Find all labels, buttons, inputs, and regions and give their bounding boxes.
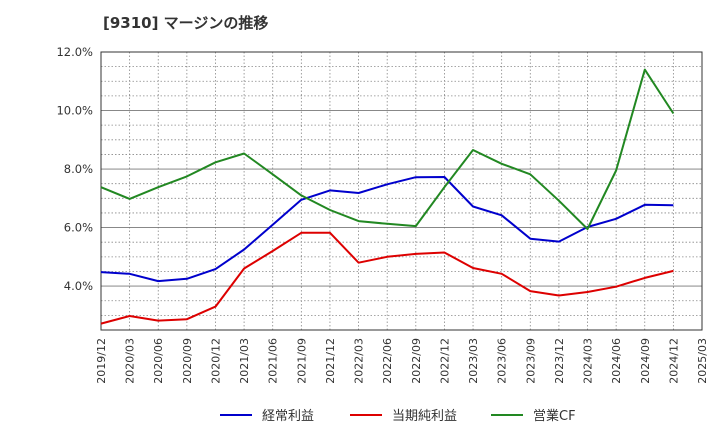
x-tick-label: 2020/06: [152, 338, 165, 384]
series-line-3: [100, 68, 675, 230]
x-tick-label: 2024/09: [639, 338, 652, 384]
x-tick-label: 2020/12: [209, 338, 222, 384]
x-tick-label: 2021/09: [295, 338, 308, 384]
y-tick-label: 10.0%: [56, 104, 93, 118]
x-tick-label: 2023/06: [496, 338, 509, 384]
y-tick-label: 4.0%: [64, 279, 93, 293]
x-tick-label: 2025/03: [696, 338, 709, 384]
x-tick-label: 2023/03: [467, 338, 480, 384]
x-tick-label: 2019/12: [95, 338, 108, 384]
x-tick-label: 2022/03: [353, 338, 366, 384]
legend-label-1: 経常利益: [262, 409, 314, 424]
y-tick-label: 12.0%: [56, 45, 93, 59]
plot-area: [101, 52, 702, 330]
x-tick-label: 2022/06: [381, 338, 394, 384]
x-tick-label: 2021/06: [267, 338, 280, 384]
legend-label-3: 営業CF: [533, 408, 576, 424]
y-tick-label: 8.0%: [64, 162, 93, 176]
x-tick-label: 2024/12: [667, 338, 680, 384]
plot-frame: [100, 51, 703, 331]
legend-label-2: 当期純利益: [392, 409, 457, 424]
series-line-1: [100, 176, 674, 283]
x-tick-label: 2023/12: [553, 338, 566, 384]
x-tick-label: 2020/09: [181, 338, 194, 384]
x-tick-label: 2022/09: [410, 338, 423, 384]
x-tick-label: 2020/03: [124, 338, 137, 384]
x-tick-label: 2021/03: [238, 338, 251, 384]
x-tick-label: 2023/09: [524, 338, 537, 384]
x-tick-label: 2024/03: [582, 338, 595, 384]
x-tick-label: 2022/12: [438, 338, 451, 384]
chart-title: [9310] マージンの推移: [103, 14, 269, 32]
y-tick-label: 6.0%: [64, 221, 93, 235]
x-tick-label: 2021/12: [324, 338, 337, 384]
series-line-2: [100, 231, 674, 325]
x-tick-label: 2024/06: [610, 338, 623, 384]
